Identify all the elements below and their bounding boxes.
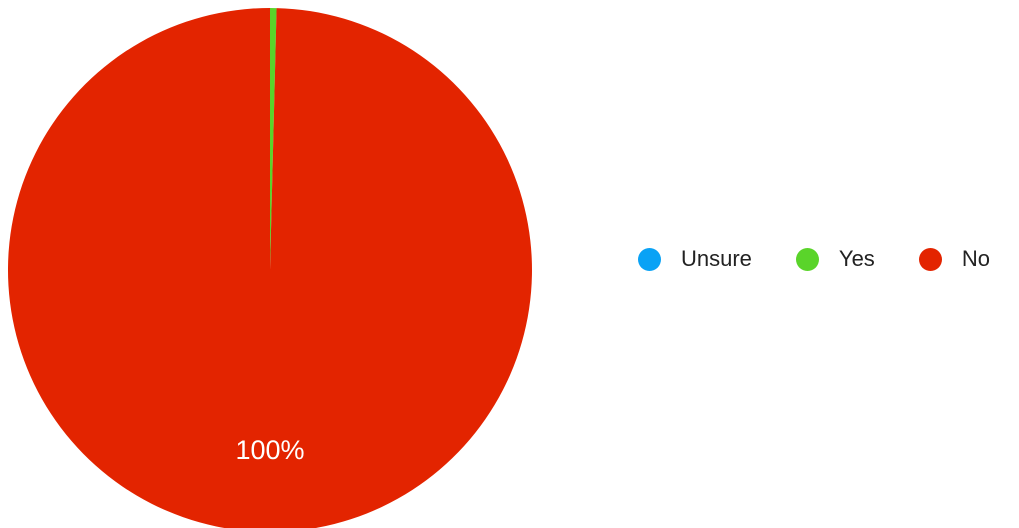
pie-slice-yes[interactable]: [270, 8, 277, 270]
legend-item-unsure[interactable]: Unsure: [638, 245, 752, 273]
legend-swatch-no: [918, 247, 942, 271]
legend-label-unsure: Unsure: [681, 246, 752, 271]
legend-label-no: No: [961, 246, 990, 271]
legend-swatch-unsure: [638, 247, 661, 271]
legend-item-yes[interactable]: Yes: [795, 245, 875, 273]
legend-item-no[interactable]: No: [918, 245, 990, 273]
legend-swatch-yes: [795, 247, 819, 271]
pie-slice-no[interactable]: [8, 8, 532, 528]
pie-slices: [8, 8, 532, 528]
pie-data-label-no: 100%: [235, 435, 304, 465]
chart-legend: Unsure Yes No: [638, 245, 990, 273]
legend-label-yes: Yes: [838, 246, 875, 271]
